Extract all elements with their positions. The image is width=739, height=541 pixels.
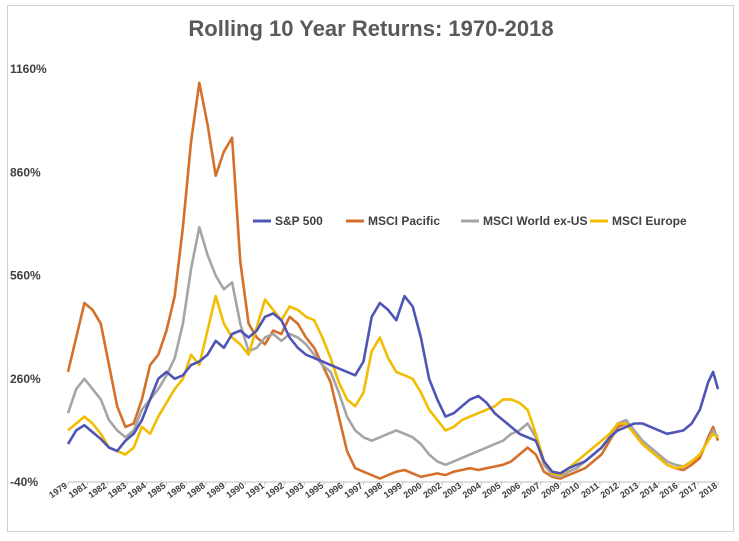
x-tick-label: 1996 xyxy=(323,480,345,500)
legend-label: MSCI Europe xyxy=(612,214,687,228)
y-tick-label: -40% xyxy=(10,475,38,489)
x-tick-label: 2016 xyxy=(658,480,680,500)
x-tick-label: 2002 xyxy=(421,480,443,500)
x-tick-label: 2004 xyxy=(461,480,483,500)
y-tick-label: 260% xyxy=(10,372,41,386)
x-tick-label: 1981 xyxy=(67,480,89,500)
chart-frame: Rolling 10 Year Returns: 1970-2018 1160%… xyxy=(7,5,734,532)
x-tick-label: 1986 xyxy=(165,480,187,500)
x-tick-label: 2014 xyxy=(638,480,660,500)
x-tick-label: 1992 xyxy=(264,480,286,500)
x-tick-label: 1982 xyxy=(86,480,108,500)
x-tick-label: 1979 xyxy=(47,480,69,500)
x-tick-label: 2017 xyxy=(677,480,699,500)
series-line-msci-world-ex-us xyxy=(66,226,720,479)
x-tick-label: 1985 xyxy=(145,480,167,500)
x-tick-label: 1990 xyxy=(224,480,246,500)
x-tick-label: 1988 xyxy=(185,480,207,500)
x-axis: 1979198119821983198419851986198819891990… xyxy=(47,480,719,500)
series-line-msci-europe xyxy=(67,294,719,477)
x-tick-label: 2012 xyxy=(599,480,621,500)
x-tick-label: 2006 xyxy=(500,480,522,500)
x-tick-label: 2005 xyxy=(480,480,502,500)
legend-label: S&P 500 xyxy=(275,214,323,228)
x-tick-label: 2013 xyxy=(618,480,640,500)
x-tick-label: 2007 xyxy=(520,480,542,500)
chart-canvas: Rolling 10 Year Returns: 1970-2018 1160%… xyxy=(10,16,720,500)
y-tick-label: 1160% xyxy=(10,62,47,76)
y-axis: 1160% 860% 560% 260% -40% xyxy=(10,62,47,489)
x-tick-label: 1998 xyxy=(362,480,384,500)
x-tick-label: 1999 xyxy=(382,480,404,500)
x-tick-label: 1995 xyxy=(303,480,325,500)
legend-label: MSCI Pacific xyxy=(368,214,440,228)
series-line-msci-pacific xyxy=(66,81,720,480)
x-tick-label: 1991 xyxy=(244,480,266,500)
x-tick-label: 1984 xyxy=(126,480,148,500)
legend-label: MSCI World ex-US xyxy=(483,214,587,228)
series-lines xyxy=(66,81,720,480)
x-tick-label: 2000 xyxy=(402,480,424,500)
series-line-s-p-500 xyxy=(66,294,720,475)
x-tick-label: 2003 xyxy=(441,480,463,500)
y-tick-label: 860% xyxy=(10,165,41,179)
x-tick-label: 1997 xyxy=(342,480,364,500)
chart-title: Rolling 10 Year Returns: 1970-2018 xyxy=(188,16,553,41)
x-tick-label: 2009 xyxy=(539,480,561,500)
x-tick-label: 1989 xyxy=(205,480,227,500)
x-tick-label: 2011 xyxy=(579,480,601,499)
x-tick-label: 2018 xyxy=(697,480,719,500)
x-tick-label: 1983 xyxy=(106,480,128,500)
x-tick-label: 1993 xyxy=(283,480,305,500)
legend: S&P 500 MSCI Pacific MSCI World ex-US MSCI … xyxy=(253,214,687,228)
y-tick-label: 560% xyxy=(10,269,41,283)
x-tick-label: 2010 xyxy=(559,480,581,500)
